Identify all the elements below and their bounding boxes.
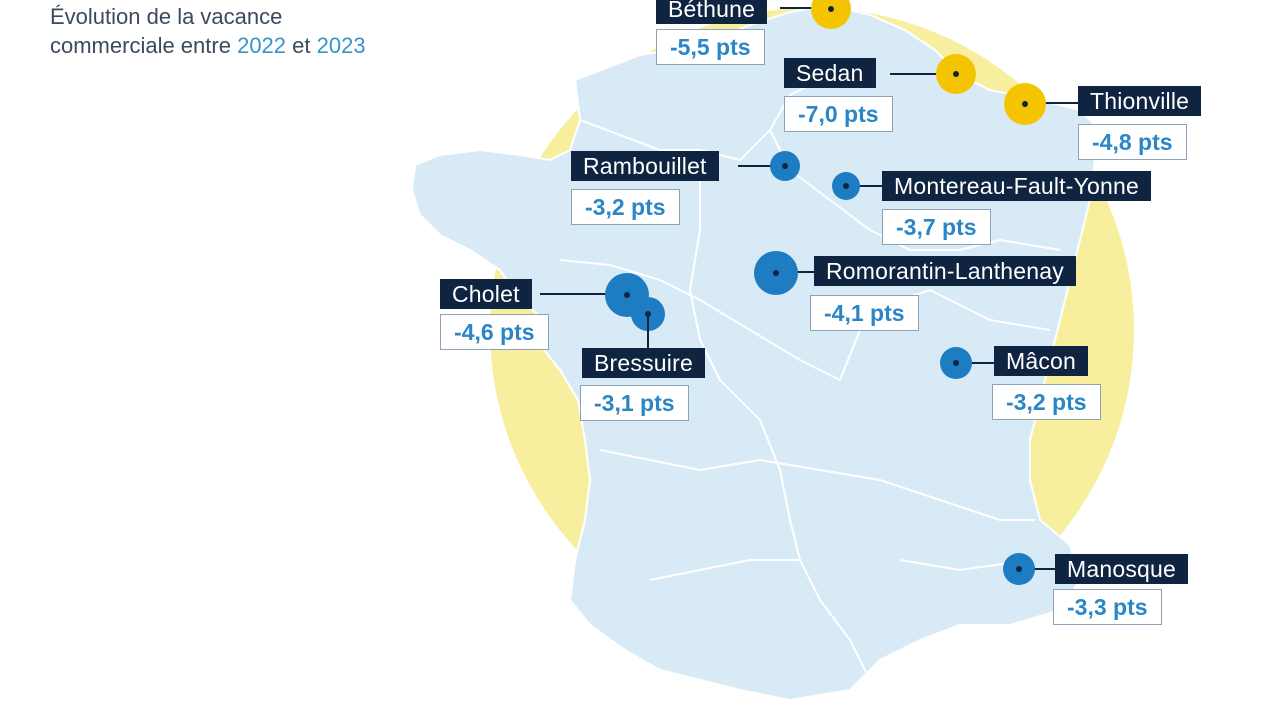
connector-line [1020,568,1060,570]
city-name: Thionville [1078,86,1202,116]
marker-dot [936,54,976,94]
connector-line [776,271,820,273]
city-value: -3,2 pts [571,189,680,225]
map-title: Évolution de la vacance commerciale entr… [50,2,366,60]
city-name: Bressuire [582,348,705,378]
city-value: -7,0 pts [784,96,893,132]
city-value: -4,1 pts [810,295,919,331]
marker-dot [940,347,972,379]
connector-line [890,73,956,75]
connector-line [540,293,626,295]
city-value: -3,7 pts [882,209,991,245]
city-name: Romorantin-Lanthenay [814,256,1076,286]
marker-dot [1003,553,1035,585]
city-name: Montereau-Fault-Yonne [882,171,1152,201]
connector-line [647,314,649,350]
city-value: -4,8 pts [1078,124,1187,160]
city-name: Cholet [440,279,532,309]
city-name: Béthune [656,0,768,24]
title-line-2: commerciale entre 2022 et 2023 [50,31,366,60]
marker-dot [1004,83,1046,125]
connector-line [738,165,786,167]
city-value: -3,1 pts [580,385,689,421]
connector-line [780,7,830,9]
connector-line [847,185,887,187]
year-2023: 2023 [316,33,366,58]
year-2022: 2022 [237,33,287,58]
connector-line [1024,102,1084,104]
city-name: Manosque [1055,554,1189,584]
title-conj: et [286,33,317,58]
city-value: -4,6 pts [440,314,549,350]
region-borders [559,74,1061,681]
city-name: Rambouillet [571,151,719,181]
city-value: -3,2 pts [992,384,1101,420]
connector-line [955,362,999,364]
city-name: Mâcon [994,346,1089,376]
title-prefix: commerciale entre [50,33,238,58]
city-value: -5,5 pts [656,29,765,65]
city-name: Sedan [784,58,876,88]
marker-dot [770,151,800,181]
title-line-1: Évolution de la vacance [50,4,283,29]
marker-dot [754,251,798,295]
city-value: -3,3 pts [1053,589,1162,625]
marker-dot [832,172,860,200]
